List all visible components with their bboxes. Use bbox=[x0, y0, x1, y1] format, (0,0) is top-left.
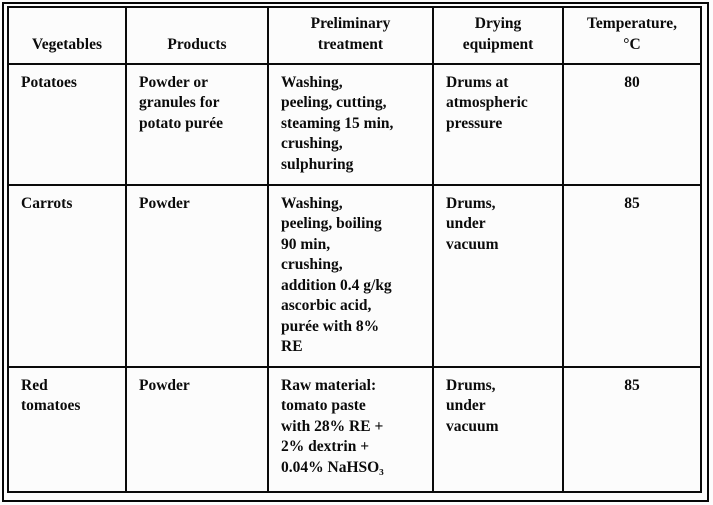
vegetable-drying-table: Vegetables Products Preliminary treatmen… bbox=[7, 6, 702, 493]
header-cell-temperature: Temperature, °C bbox=[562, 6, 702, 65]
cell-equipment: Drums, under vacuum bbox=[432, 184, 564, 368]
header-cell-products: Products bbox=[125, 6, 269, 65]
header-row: Vegetables Products Preliminary treatmen… bbox=[7, 6, 702, 65]
cell-temperature: 80 bbox=[562, 63, 702, 186]
cell-product: Powder or granules for potato purée bbox=[125, 63, 269, 186]
table-row-red-tomatoes: Red tomatoes Powder Raw material: tomato… bbox=[7, 366, 702, 493]
cell-product: Powder bbox=[125, 366, 269, 493]
header-cell-drying-equipment: Drying equipment bbox=[432, 6, 564, 65]
header-cell-vegetables: Vegetables bbox=[7, 6, 127, 65]
cell-temperature: 85 bbox=[562, 184, 702, 368]
cell-temperature: 85 bbox=[562, 366, 702, 493]
cell-treatment: Washing, peeling, cutting, steaming 15 m… bbox=[267, 63, 434, 186]
cell-equipment: Drums, under vacuum bbox=[432, 366, 564, 493]
cell-vegetable: Carrots bbox=[7, 184, 127, 368]
cell-equipment: Drums at atmospheric pressure bbox=[432, 63, 564, 186]
cell-product: Powder bbox=[125, 184, 269, 368]
header-cell-preliminary-treatment: Preliminary treatment bbox=[267, 6, 434, 65]
cell-vegetable: Red tomatoes bbox=[7, 366, 127, 493]
table-row-potatoes: Potatoes Powder or granules for potato p… bbox=[7, 63, 702, 186]
cell-vegetable: Potatoes bbox=[7, 63, 127, 186]
table-row-carrots: Carrots Powder Washing, peeling, boiling… bbox=[7, 184, 702, 368]
cell-treatment: Washing, peeling, boiling 90 min, crushi… bbox=[267, 184, 434, 368]
cell-treatment: Raw material: tomato paste with 28% RE +… bbox=[267, 366, 434, 493]
